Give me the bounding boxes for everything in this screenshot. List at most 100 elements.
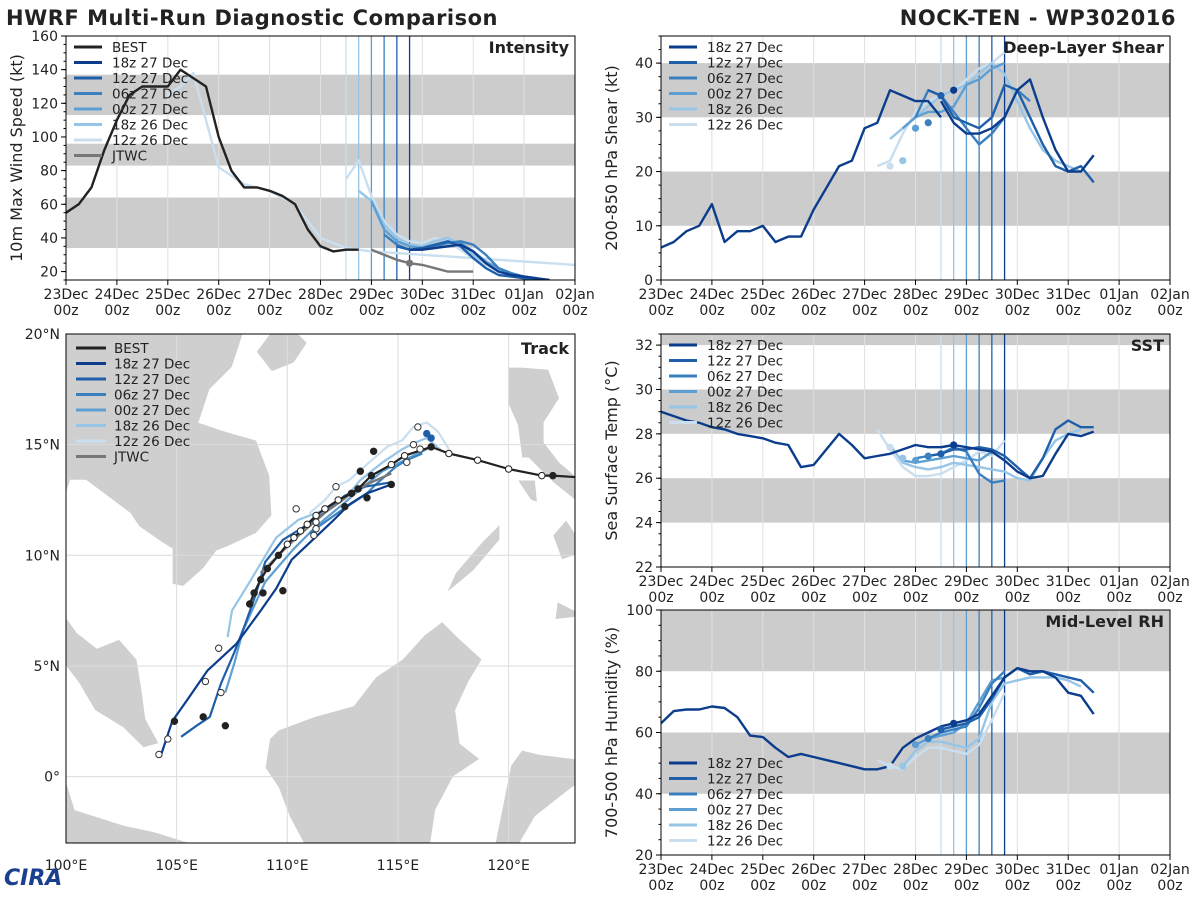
xtick-label-5: 28Dec — [298, 287, 343, 303]
run-point-13 — [312, 518, 320, 526]
best-point-22 — [250, 589, 258, 597]
xtick-label-8: 00z — [1056, 878, 1081, 894]
xtick-label-6: 29Dec — [944, 287, 989, 303]
legend-label-0: BEST — [112, 40, 147, 56]
series-run-1 — [927, 419, 1094, 480]
track-xtick-label-4: 120°E — [487, 858, 530, 874]
series-best — [661, 705, 954, 771]
run-point-14 — [312, 525, 320, 533]
chart-title: Intensity — [489, 38, 570, 57]
legend-label-4: 18z 26 Dec — [707, 102, 783, 118]
xtick-label-5: 00z — [903, 590, 928, 606]
series-run-0 — [939, 78, 1095, 173]
legend-label-3: 00z 27 Dec — [707, 385, 783, 401]
legend-label-5: 12z 26 Dec — [707, 118, 783, 134]
marker-4 — [899, 762, 907, 770]
chart-track: 100°E 105°E 110°E 115°E 120°E 0° 5°N 10°N 15°N 20… — [25, 327, 576, 874]
marker-2 — [924, 452, 932, 460]
land-10 — [255, 334, 308, 373]
run-point-4 — [427, 434, 435, 442]
marker-0 — [950, 86, 958, 94]
run-point-5 — [409, 440, 418, 449]
xtick-label-6: 00z — [954, 590, 979, 606]
marker-1 — [937, 725, 945, 734]
run-point-10 — [414, 423, 422, 431]
xtick-label-10: 00z — [1157, 303, 1182, 319]
chart-shear: 01020304023Dec00z24Dec00z25Dec00z26Dec00… — [602, 35, 1190, 319]
run-point-11 — [369, 447, 378, 455]
series-best — [661, 89, 942, 249]
figure-title-right: NOCK-TEN - WP302016 — [899, 6, 1176, 30]
ytick-label-1: 40 — [635, 787, 653, 803]
marker-1 — [937, 450, 945, 458]
ytick-label-0: 20 — [635, 848, 653, 864]
legend-label-2: 12z 27 Dec — [114, 372, 190, 388]
legend-label-5: 12z 26 Dec — [707, 416, 783, 432]
ytick-label-4: 100 — [31, 130, 58, 146]
chart-sst: 22242628303223Dec00z24Dec00z25Dec00z26De… — [602, 333, 1190, 606]
best-point-7 — [400, 452, 409, 460]
xtick-label-3: 00z — [801, 590, 826, 606]
ytick-label-0: 0 — [644, 273, 653, 289]
ytick-label-4: 100 — [626, 603, 653, 619]
series-run-1 — [927, 83, 1095, 184]
xtick-label-9: 00z — [1107, 590, 1132, 606]
legend-label-2: 06z 27 Dec — [707, 369, 783, 385]
series-best — [661, 410, 954, 469]
xtick-label-4: 27Dec — [842, 574, 887, 590]
best-point-13 — [321, 505, 329, 513]
ytick-label-2: 20 — [635, 165, 653, 181]
xtick-label-6: 29Dec — [944, 574, 989, 590]
xtick-label-8: 31Dec — [451, 287, 496, 303]
xtick-label-5: 00z — [903, 303, 928, 319]
xtick-label-7: 00z — [1005, 303, 1030, 319]
series-run-0 — [940, 430, 1095, 480]
marker-3 — [911, 741, 920, 749]
legend-label-4: 00z 27 Dec — [114, 403, 190, 419]
xtick-label-9: 01Jan — [1099, 287, 1138, 303]
legend-label-1: 12z 27 Dec — [707, 772, 783, 788]
legend-label-3: 06z 27 Dec — [114, 388, 190, 404]
xtick-label-8: 00z — [461, 303, 486, 319]
ytick-label-3: 28 — [635, 427, 653, 443]
legend-label-0: 18z 27 Dec — [707, 40, 783, 56]
track-map — [66, 334, 575, 843]
xtick-label-4: 27Dec — [247, 287, 292, 303]
track-ytick-label-0: 0° — [44, 770, 60, 786]
xtick-label-7: 00z — [410, 303, 435, 319]
legend-label-3: 00z 27 Dec — [707, 803, 783, 819]
xtick-label-1: 24Dec — [689, 287, 734, 303]
xtick-label-6: 00z — [954, 303, 979, 319]
ytick-label-4: 30 — [635, 382, 653, 398]
track-run-0 — [160, 483, 392, 755]
run-point-23 — [164, 735, 172, 743]
ytick-label-1: 24 — [635, 516, 653, 532]
chart-title: Track — [521, 339, 569, 358]
best-point-20 — [263, 564, 272, 573]
series-best — [66, 68, 359, 253]
marker-0 — [950, 441, 958, 449]
xtick-label-9: 00z — [512, 303, 537, 319]
marker-3 — [911, 124, 920, 132]
xtick-label-1: 00z — [104, 303, 129, 319]
ytick-label-4: 40 — [635, 56, 653, 72]
ylabel: 700-500 hPa Humidity (%) — [602, 627, 621, 838]
track-xtick-label-3: 115°E — [377, 858, 420, 874]
xtick-label-1: 00z — [699, 878, 724, 894]
series-run-0 — [409, 243, 550, 280]
series-run-5 — [876, 428, 1006, 478]
ylabel: Sea Surface Temp (°C) — [602, 360, 621, 540]
xtick-label-0: 23Dec — [639, 574, 684, 590]
track-ytick-label-2: 10°N — [25, 548, 60, 564]
xtick-label-2: 00z — [750, 878, 775, 894]
legend-label-2: 06z 27 Dec — [707, 71, 783, 87]
legend-label-2: 06z 27 Dec — [707, 787, 783, 803]
series-run-0 — [953, 667, 1095, 725]
xtick-label-9: 00z — [1107, 878, 1132, 894]
land-6 — [446, 523, 501, 594]
xtick-label-4: 27Dec — [842, 287, 887, 303]
legend-label-5: 18z 26 Dec — [114, 419, 190, 435]
legend-label-1: 18z 27 Dec — [112, 56, 188, 72]
ytick-label-2: 60 — [635, 726, 653, 742]
